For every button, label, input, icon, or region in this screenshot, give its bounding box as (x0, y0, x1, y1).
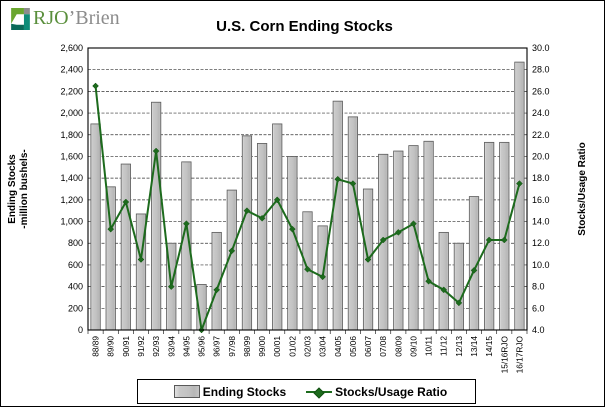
svg-text:2,200: 2,200 (60, 86, 83, 96)
svg-text:89/90: 89/90 (106, 336, 116, 357)
svg-text:15/16RJO: 15/16RJO (499, 335, 509, 373)
svg-text:88/89: 88/89 (91, 336, 101, 357)
svg-text:90/91: 90/91 (121, 336, 131, 357)
svg-text:92/93: 92/93 (151, 336, 161, 357)
svg-text:12.0: 12.0 (532, 238, 550, 248)
svg-text:2,600: 2,600 (60, 43, 83, 53)
svg-text:01/02: 01/02 (287, 336, 297, 357)
svg-text:13/14: 13/14 (469, 336, 479, 357)
svg-text:26.0: 26.0 (532, 86, 550, 96)
svg-text:07/08: 07/08 (378, 336, 388, 357)
svg-text:05/06: 05/06 (348, 336, 358, 357)
svg-text:93/94: 93/94 (166, 336, 176, 357)
svg-text:98/99: 98/99 (242, 336, 252, 357)
svg-text:1,600: 1,600 (60, 151, 83, 161)
svg-text:91/92: 91/92 (136, 336, 146, 357)
svg-text:03/04: 03/04 (318, 336, 328, 357)
svg-text:02/03: 02/03 (303, 336, 313, 357)
svg-text:95/96: 95/96 (197, 336, 207, 357)
svg-text:4.0: 4.0 (532, 325, 545, 335)
svg-text:04/05: 04/05 (333, 336, 343, 357)
svg-text:16/17RJO: 16/17RJO (514, 335, 524, 373)
svg-text:1,000: 1,000 (60, 217, 83, 227)
svg-text:10.0: 10.0 (532, 260, 550, 270)
svg-text:400: 400 (68, 282, 83, 292)
svg-text:8.0: 8.0 (532, 282, 545, 292)
svg-text:11/12: 11/12 (439, 336, 449, 357)
svg-text:14.0: 14.0 (532, 217, 550, 227)
svg-text:96/97: 96/97 (212, 336, 222, 357)
svg-text:12/13: 12/13 (454, 336, 464, 357)
svg-text:06/07: 06/07 (363, 336, 373, 357)
svg-text:09/10: 09/10 (408, 336, 418, 357)
svg-text:1,200: 1,200 (60, 195, 83, 205)
svg-text:28.0: 28.0 (532, 65, 550, 75)
svg-text:600: 600 (68, 260, 83, 270)
svg-text:800: 800 (68, 238, 83, 248)
svg-text:20.0: 20.0 (532, 151, 550, 161)
svg-text:99/00: 99/00 (257, 336, 267, 357)
svg-text:16.0: 16.0 (532, 195, 550, 205)
svg-text:14/15: 14/15 (484, 336, 494, 357)
svg-text:97/98: 97/98 (227, 336, 237, 357)
svg-text:94/95: 94/95 (181, 336, 191, 357)
svg-text:200: 200 (68, 303, 83, 313)
svg-text:08/09: 08/09 (393, 336, 403, 357)
svg-text:10/11: 10/11 (424, 336, 434, 357)
svg-text:18.0: 18.0 (532, 173, 550, 183)
svg-text:1,800: 1,800 (60, 130, 83, 140)
svg-text:6.0: 6.0 (532, 303, 545, 313)
svg-text:22.0: 22.0 (532, 130, 550, 140)
svg-text:0: 0 (78, 325, 83, 335)
svg-text:30.0: 30.0 (532, 43, 550, 53)
svg-text:1,400: 1,400 (60, 173, 83, 183)
svg-text:00/01: 00/01 (272, 336, 282, 357)
svg-text:2,400: 2,400 (60, 65, 83, 75)
svg-text:2,000: 2,000 (60, 108, 83, 118)
svg-text:24.0: 24.0 (532, 108, 550, 118)
